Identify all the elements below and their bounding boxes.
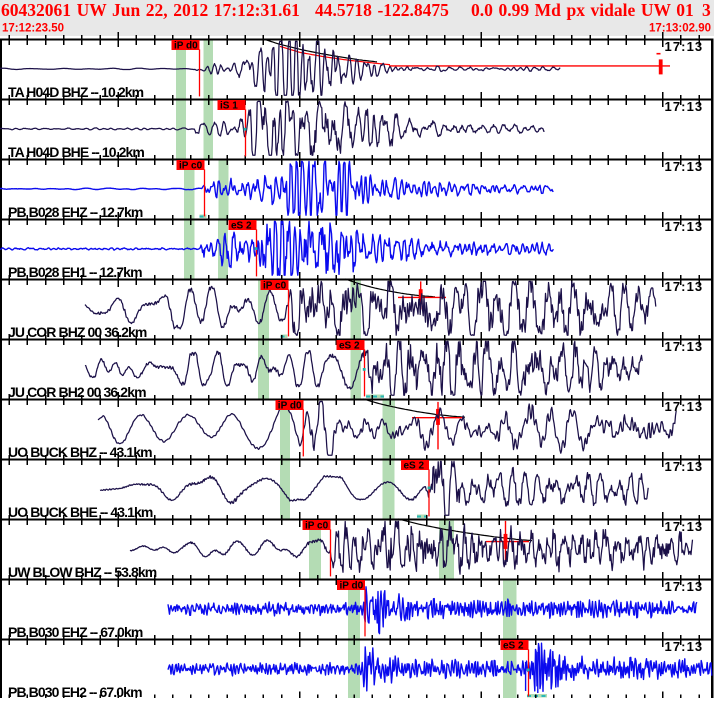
svg-text:PB B028 EH1 -- 12.7km: PB B028 EH1 -- 12.7km (8, 264, 142, 280)
svg-text:iP c0: iP c0 (179, 161, 203, 172)
svg-text:3: 3 (702, 0, 711, 20)
svg-text:17:13: 17:13 (665, 399, 704, 414)
svg-text:iP d0: iP d0 (174, 41, 198, 52)
svg-text:17:13: 17:13 (665, 219, 704, 234)
svg-text:0.0 0.99 Md px vidale UW 01: 0.0 0.99 Md px vidale UW 01 (471, 0, 694, 20)
svg-text:PB B030 EH2 -- 67.0km: PB B030 EH2 -- 67.0km (8, 684, 142, 698)
svg-text:17:13: 17:13 (665, 159, 704, 174)
svg-text:17:13: 17:13 (665, 39, 704, 54)
svg-text:eS 2: eS 2 (339, 341, 360, 352)
svg-text:iP c0: iP c0 (305, 521, 329, 532)
svg-text:17:13: 17:13 (665, 639, 704, 654)
svg-text:eS 2: eS 2 (231, 221, 252, 232)
svg-text:UO BUCK BHE -- 43.1km: UO BUCK BHE -- 43.1km (8, 504, 153, 520)
svg-text:17:13: 17:13 (665, 279, 704, 294)
svg-text:17:13: 17:13 (665, 99, 704, 114)
svg-text:17:13: 17:13 (665, 459, 704, 474)
svg-text:JU COR BHZ 00 36.2km: JU COR BHZ 00 36.2km (8, 324, 147, 340)
svg-text:44.5718 -122.8475: 44.5718 -122.8475 (315, 0, 449, 20)
svg-text:60432061 UW Jun 22, 2012 17:12: 60432061 UW Jun 22, 2012 17:12:31.61 (1, 0, 300, 20)
svg-text:17:12:23.50: 17:12:23.50 (2, 23, 64, 35)
svg-text:iS 1: iS 1 (220, 101, 238, 112)
svg-text:PB B028 EHZ -- 12.7km: PB B028 EHZ -- 12.7km (8, 204, 143, 220)
svg-text:JU COR BH2 00 36.2km: JU COR BH2 00 36.2km (8, 384, 146, 400)
svg-text:UO BUCK BHZ -- 43.1km: UO BUCK BHZ -- 43.1km (8, 444, 152, 460)
svg-text:UW BLOW BHZ -- 53.8km: UW BLOW BHZ -- 53.8km (8, 564, 157, 580)
svg-text:TA H04D BHE -- 10.2km: TA H04D BHE -- 10.2km (8, 144, 144, 160)
svg-text:17:13: 17:13 (665, 579, 704, 594)
svg-text:17:13: 17:13 (665, 519, 704, 534)
svg-text:eS 2: eS 2 (404, 461, 425, 472)
svg-text:iP d0: iP d0 (340, 581, 364, 592)
svg-text:eS 2: eS 2 (503, 641, 524, 652)
svg-text:PB B030 EHZ -- 67.0km: PB B030 EHZ -- 67.0km (8, 624, 143, 640)
svg-text:17:13: 17:13 (665, 339, 704, 354)
svg-text:iP c0: iP c0 (263, 281, 287, 292)
svg-text:17:13:02.90: 17:13:02.90 (649, 23, 711, 35)
svg-text:iP d0: iP d0 (278, 401, 302, 412)
svg-text:TA H04D BHZ -- 10.2km: TA H04D BHZ -- 10.2km (8, 84, 144, 100)
